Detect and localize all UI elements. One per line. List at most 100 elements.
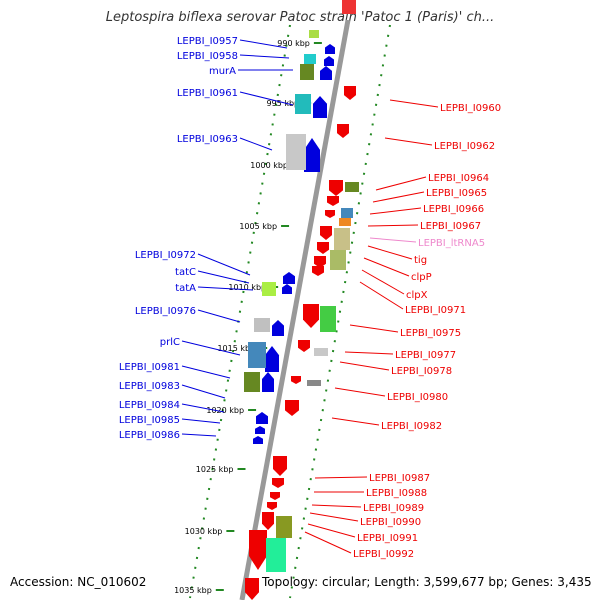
kbp-label: 1010 kbp: [228, 283, 266, 292]
kbp-label: 1015 kbp: [217, 344, 255, 353]
right-gene-label: LEPBI_I0980: [387, 392, 448, 403]
right-gene-label: LEPBI_I0964: [428, 173, 489, 184]
right-gene-label: LEPBI_ltRNA5: [418, 238, 485, 249]
right-gene-label: LEPBI_I0966: [423, 204, 484, 215]
left-gene-leader: [181, 340, 241, 356]
right-gene-leader: [375, 176, 427, 191]
feature-box: [320, 306, 336, 332]
right-gene-label: LEPBI_I0990: [360, 517, 421, 528]
forward-gene-arrow: [253, 436, 263, 444]
right-tick-track: [289, 24, 391, 599]
left-gene-label: LEPBI_I0983: [119, 381, 180, 392]
reverse-gene-arrow: [267, 502, 277, 510]
feature-box: [244, 372, 260, 392]
left-gene-leader: [181, 365, 231, 379]
forward-gene-arrow: [272, 320, 284, 336]
map-title: Leptospira biflexa serovar Patoc strain …: [105, 10, 495, 25]
right-gene-label: LEPBI_I0987: [369, 473, 430, 484]
right-gene-leader: [372, 191, 425, 203]
feature-box: [345, 182, 359, 192]
right-gene-label: LEPBI_I0975: [400, 328, 461, 339]
reverse-gene-arrow: [249, 530, 267, 570]
reverse-gene-arrow: [245, 578, 259, 600]
left-gene-leader: [197, 270, 250, 284]
right-gene-label: LEPBI_I0977: [395, 350, 456, 361]
kbp-label: 990 kbp: [277, 39, 310, 48]
left-gene-label: prlC: [160, 337, 180, 348]
left-gene-label: LEPBI_I0986: [119, 430, 180, 441]
right-gene-leader: [389, 99, 439, 108]
right-gene-leader: [304, 531, 352, 554]
feature-box: [334, 228, 350, 250]
left-gene-label: LEPBI_I0961: [177, 88, 238, 99]
reverse-gene-arrow: [291, 376, 301, 384]
right-gene-leader: [363, 257, 410, 277]
accession-text: Accession: NC_010602: [10, 575, 147, 589]
forward-gene-arrow: [320, 66, 332, 80]
reverse-gene-arrow: [344, 86, 356, 100]
left-gene-leader: [239, 91, 294, 106]
left-tick-track: [189, 24, 291, 599]
left-gene-label: LEPBI_I0984: [119, 400, 180, 411]
right-gene-leader: [349, 324, 399, 333]
forward-gene-arrow: [255, 426, 265, 434]
forward-gene-arrow: [325, 44, 335, 54]
feature-box: [309, 30, 319, 38]
left-gene-leader: [239, 39, 288, 49]
kbp-label: 1000 kbp: [250, 161, 288, 170]
forward-gene-arrow: [283, 272, 295, 284]
feature-box: [314, 348, 328, 356]
left-gene-label: tatC: [175, 267, 196, 278]
right-gene-leader: [339, 361, 390, 371]
right-gene-leader: [361, 269, 405, 295]
left-gene-label: LEPBI_I0963: [177, 134, 238, 145]
feature-box: [254, 318, 270, 332]
kbp-label: 995 kbp: [267, 99, 300, 108]
right-gene-label: LEPBI_I0982: [381, 421, 442, 432]
left-gene-label: LEPBI_I0957: [177, 36, 238, 47]
reverse-gene-arrow: [270, 492, 280, 500]
right-gene-leader: [331, 417, 380, 426]
feature-box: [266, 538, 286, 572]
reverse-gene-arrow: [320, 226, 332, 240]
left-gene-label: murA: [209, 66, 236, 77]
feature-box: [286, 134, 306, 170]
left-gene-leader: [239, 54, 290, 59]
right-gene-label: LEPBI_I0978: [391, 366, 452, 377]
left-gene-leader: [181, 433, 217, 437]
genome-backbone: [239, 19, 351, 600]
left-gene-leader: [181, 384, 226, 399]
kbp-label: 1005 kbp: [239, 222, 277, 231]
feature-box: [300, 64, 314, 80]
right-gene-leader: [309, 512, 359, 522]
right-gene-label: LEPBI_I0992: [353, 549, 414, 560]
feature-box: [262, 282, 276, 296]
left-gene-label: tatA: [175, 283, 196, 294]
right-gene-leader: [334, 387, 386, 397]
summary-text: Topology: circular; Length: 3,599,677 bp…: [262, 575, 592, 589]
reverse-gene-arrow: [285, 400, 299, 416]
feature-box: [341, 208, 353, 218]
kbp-label: 1030 kbp: [185, 527, 223, 536]
kbp-label: 1020 kbp: [206, 406, 244, 415]
kbp-label: 1025 kbp: [196, 465, 234, 474]
backbone-end-marker: [342, 0, 356, 14]
reverse-gene-arrow: [273, 456, 287, 476]
right-gene-label: clpP: [411, 272, 432, 283]
left-gene-label: LEPBI_I0985: [119, 415, 180, 426]
feature-box: [330, 250, 346, 270]
right-gene-leader: [344, 351, 394, 355]
right-gene-label: LEPBI_I0971: [405, 305, 466, 316]
right-gene-leader: [369, 237, 417, 243]
right-gene-label: LEPBI_I0991: [357, 533, 418, 544]
reverse-gene-arrow: [325, 210, 335, 218]
reverse-gene-arrow: [312, 266, 324, 276]
right-gene-label: LEPBI_I0965: [426, 188, 487, 199]
right-gene-label: clpX: [406, 290, 428, 301]
reverse-gene-arrow: [303, 304, 319, 328]
forward-gene-arrow: [282, 284, 292, 294]
left-gene-leader: [197, 253, 251, 276]
reverse-gene-arrow: [329, 180, 343, 196]
feature-box: [304, 54, 316, 64]
right-gene-leader: [307, 523, 356, 538]
